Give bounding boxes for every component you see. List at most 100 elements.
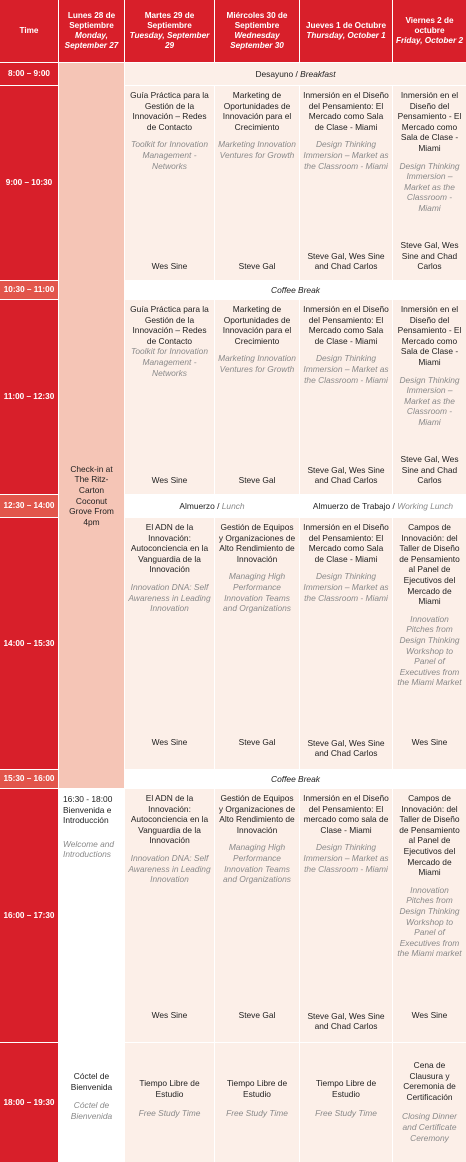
session-cell: El ADN de la Innovación: Autoconciencia … [125,518,214,769]
time-label: 10:30 – 11:00 [3,285,55,294]
welcome-time: 16:30 - 18:00 [63,794,113,804]
session-title: Campos de Innovación: del Taller de Dise… [399,793,460,878]
evening-cell: Cena de Clausura y Ceremonia de Certific… [393,1043,466,1162]
evening-title: Tiempo Libre de Estudio [226,1078,288,1099]
session-title-en: Design Thinking Immersion – Market as th… [303,571,389,603]
session-cell: Guía Práctica para la Gestión de la Inno… [125,300,214,494]
evening-title-en: Closing Dinner and Certificate Ceremony [402,1111,457,1143]
session-cell: Marketing de Oportunidades de Innovación… [215,300,299,494]
session-title: Gestión de Equipos y Organizaciones de A… [218,793,296,835]
time-slot: 11:00 – 12:30 [0,300,58,494]
session-speaker: Steve Gal [238,261,276,272]
session-cell: Marketing de Oportunidades de Innovación… [215,86,299,280]
evening-title: Tiempo Libre de Estudio [139,1078,200,1099]
time-label: 12:30 – 14:00 [3,501,55,510]
lunch-band: Almuerzo / Lunch [125,495,299,517]
time-label: 11:00 – 12:30 [3,392,55,401]
header-day-thursday: Jueves 1 de Octubre Thursday, October 1 [300,0,392,62]
welcome-es: Bienvenida e Introducción [63,804,112,826]
session-speaker: Steve Gal [238,737,276,748]
day-en: Friday, October 2 [395,36,464,45]
breakfast-band: Desayuno / Breakfast [125,63,466,85]
day-en: Monday, September 27 [64,31,119,50]
session-speaker: Wes Sine [151,1010,188,1021]
time-slot: 18:00 – 19:30 [0,1043,58,1162]
lunch-es: Almuerzo / [179,500,220,511]
welcome-en: Welcome and Introductions [63,838,115,860]
time-slot: 8:00 – 9:00 [0,63,58,85]
day-en: Tuesday, September 29 [129,31,210,50]
evening-title-en: Free Study Time [138,1108,201,1119]
session-title: Marketing de Oportunidades de Innovación… [222,304,292,346]
session-cell: Inmersión en el Diseño del Pensamiento -… [393,300,466,494]
session-title-en: Innovation DNA: Self Awareness in Leadin… [128,852,211,885]
session-title: Guía Práctica para la Gestión de la Inno… [130,90,209,132]
day-en: Thursday, October 1 [306,31,386,40]
header-time: Time [0,0,58,62]
monday-cocktail-cell: Cóctel de Bienvenida Cóctel de Bienvenid… [59,1043,124,1162]
session-speaker: Steve Gal, Wes Sine and Chad Carlos [307,464,385,486]
session-cell: Inmersión en el Diseño del Pensamiento: … [300,518,392,769]
header-time-label: Time [19,26,39,35]
session-cell: Inmersión en el Diseño del Pensamiento: … [300,789,392,1042]
header-day-tuesday: Martes 29 de Septiembre Tuesday, Septemb… [125,0,214,62]
evening-title-en: Free Study Time [226,1108,288,1119]
session-speaker: Wes Sine [151,261,188,272]
time-label: 18:00 – 19:30 [3,1097,55,1107]
session-cell: Inmersión en el Diseño del Pensamiento: … [300,86,392,280]
time-slot: 10:30 – 11:00 [0,281,58,299]
checkin-text: Check-in at The Ritz-Carton Coconut Grov… [69,463,114,527]
time-slot: 12:30 – 14:00 [0,495,58,517]
session-title: Guía Práctica para la Gestión de la Inno… [130,304,209,346]
session-title: Campos de Innovación: del Taller de Dise… [399,522,460,607]
evening-cell: Tiempo Libre de Estudio Free Study Time [300,1043,392,1162]
session-speaker: Steve Gal [238,1010,276,1021]
working-lunch-es: Almuerzo de Trabajo / [312,500,395,511]
time-label: 9:00 – 10:30 [5,178,53,187]
time-label: 16:00 – 17:30 [3,910,55,920]
session-speaker: Wes Sine [151,475,188,486]
coffee-break-label: Coffee Break [271,773,320,784]
breakfast-es: Desayuno / [255,68,298,79]
session-title-en: Toolkit for Innovation Management - Netw… [131,346,208,378]
working-lunch-band: Almuerzo de Trabajo / Working Lunch [300,495,466,517]
session-title: Inmersión en el Diseño del Pensamiento: … [303,304,389,346]
session-title: Inmersión en el Diseño del Pensamiento: … [303,90,389,132]
session-title-en: Innovation DNA: Self Awareness in Leadin… [128,581,211,614]
session-title-en: Toolkit for Innovation Management - Netw… [131,139,208,171]
coffee-break-label: Coffee Break [271,284,320,295]
day-es: Viernes 2 de octubre [405,16,454,35]
day-en: Wednesday September 30 [230,31,284,50]
session-title-en: Design Thinking Immersion – Market as th… [399,160,460,213]
session-title: Inmersión en el Diseño del Pensamiento -… [397,304,462,367]
session-cell: Gestión de Equipos y Organizaciones de A… [215,789,299,1042]
session-cell: El ADN de la Innovación: Autoconciencia … [125,789,214,1042]
breakfast-en: Breakfast [300,68,336,79]
session-title: Inmersión en el Diseño del Pensamiento: … [303,793,389,835]
evening-title: Cena de Clausura y Ceremonia de Certific… [403,1060,456,1102]
session-speaker: Wes Sine [151,737,188,748]
session-speaker: Steve Gal [238,475,276,486]
session-title-en: Marketing Innovation Ventures for Growth [218,353,296,374]
evening-title: Tiempo Libre de Estudio [315,1078,377,1099]
evening-cell: Tiempo Libre de Estudio Free Study Time [215,1043,299,1162]
session-cell: Campos de Innovación: del Taller de Dise… [393,518,466,769]
session-title-en: Managing High Performance Innovation Tea… [223,571,291,614]
session-title: Inmersión en el Diseño del Pensamiento: … [303,522,389,564]
day-es: Martes 29 de Septiembre [144,11,195,30]
session-cell: Campos de Innovación: del Taller de Dise… [393,789,466,1042]
coffee-break-band: Coffee Break [125,281,466,299]
session-cell: Inmersión en el Diseño del Pensamiento: … [300,300,392,494]
time-label: 15:30 – 16:00 [3,774,55,783]
header-day-monday: Lunes 28 de Septiembre Monday, September… [59,0,124,62]
session-speaker: Steve Gal, Wes Sine and Chad Carlos [400,454,459,486]
time-slot: 9:00 – 10:30 [0,86,58,280]
session-title: El ADN de la Innovación: Autoconciencia … [130,522,209,575]
monday-checkin-cell: Check-in at The Ritz-Carton Coconut Grov… [59,63,124,788]
session-title-en: Design Thinking Immersion – Market as th… [303,139,389,171]
session-title-en: Design Thinking Immersion – Market as th… [303,353,389,385]
cocktail-en: Cóctel de Bienvenida [70,1100,113,1121]
time-label: 8:00 – 9:00 [8,69,50,78]
time-label: 14:00 – 15:30 [3,638,55,648]
day-es: Miércoles 30 de Septiembre [226,11,288,30]
